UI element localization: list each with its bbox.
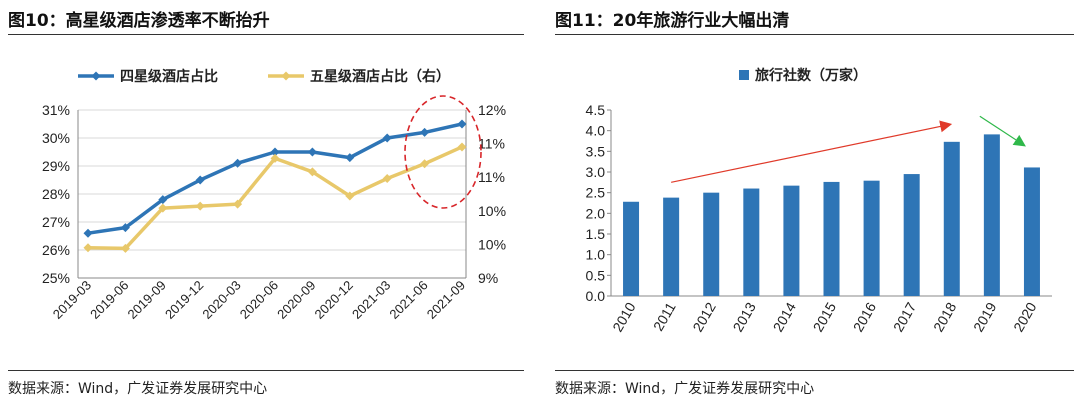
legend-marker-five-star [281, 71, 291, 81]
line-chart: 25% 26% 27% 28% 29% 30% 31% 9% 10% 10% 11% 11% 12% 20… [42, 68, 506, 322]
bar [783, 185, 800, 296]
data-point-five-star [233, 199, 243, 209]
left-axis-tick-label: 26% [42, 242, 70, 258]
x-axis-tick-label: 2011 [650, 299, 679, 333]
data-point-five-star [83, 243, 93, 253]
x-axis-tick-label: 2010 [609, 299, 639, 334]
right-axis-tick-label: 10% [478, 203, 506, 219]
data-point-four-star [195, 175, 205, 185]
y-axis-tick-label: 1.5 [586, 226, 606, 242]
data-point-five-star [420, 159, 430, 169]
data-point-four-star [457, 119, 467, 129]
bar [1023, 167, 1040, 296]
x-axis-tick-label: 2020-09 [274, 278, 318, 322]
y-axis-tick-label: 0.0 [586, 288, 606, 304]
y-axis-tick-label: 0.5 [586, 267, 606, 283]
x-axis-tick-label: 2021-06 [386, 278, 430, 322]
bar [903, 174, 920, 296]
x-axis-tick-label: 2019-09 [125, 278, 169, 322]
y-axis-tick-label: 1.0 [586, 247, 606, 263]
data-point-four-star [120, 223, 130, 233]
x-axis-tick-label: 2017 [890, 299, 920, 334]
right-axis-tick-label: 12% [478, 102, 506, 118]
data-point-five-star [120, 243, 130, 253]
bar [863, 180, 880, 296]
rising-trend-arrow [671, 120, 953, 183]
left-axis-tick-label: 25% [42, 270, 70, 286]
right-axis-tick-label: 11% [478, 169, 505, 185]
right-axis-tick-label: 10% [478, 236, 506, 252]
legend-marker-four-star [91, 71, 101, 81]
y-axis-tick-label: 2.5 [586, 185, 606, 201]
bar [703, 192, 720, 296]
data-point-five-star [270, 153, 280, 163]
y-axis-tick-label: 4.0 [586, 123, 606, 139]
x-axis-tick-label: 2013 [729, 299, 759, 334]
left-title-rule [8, 34, 524, 35]
left-source-note: 数据来源：Wind，广发证券发展研究中心 [8, 381, 268, 397]
data-point-four-star [345, 153, 355, 163]
y-axis-tick-label: 3.5 [586, 143, 606, 159]
x-axis-tick-label: 2020-12 [312, 278, 356, 322]
x-axis-tick-label: 2015 [810, 299, 840, 334]
left-chart-panel: 图10：高星级酒店渗透率不断抬升 25% 26% 27% 28% 29% 30% 31% 9%… [0, 0, 530, 405]
y-axis-tick-label: 3.0 [586, 164, 606, 180]
x-axis-tick-label: 2012 [689, 299, 719, 334]
bar [943, 141, 960, 296]
left-chart-title: 图10：高星级酒店渗透率不断抬升 [8, 11, 270, 31]
x-axis-tick-label: 2020-03 [199, 278, 243, 322]
data-point-five-star [382, 174, 392, 184]
x-axis-tick-label: 2020-06 [237, 278, 281, 322]
bar [623, 201, 640, 296]
x-axis-tick-label: 2020 [1010, 299, 1040, 334]
legend-swatch [739, 70, 749, 80]
data-point-five-star [158, 203, 168, 213]
left-source-rule [8, 370, 524, 371]
right-source-rule [555, 370, 1074, 371]
right-axis-tick-label: 9% [478, 270, 498, 286]
right-source-note: 数据来源：Wind，广发证券发展研究中心 [555, 381, 815, 397]
data-point-five-star [307, 167, 317, 177]
data-point-five-star [195, 201, 205, 211]
left-axis-tick-label: 27% [42, 214, 70, 230]
right-chart-title: 图11：20年旅游行业大幅出清 [555, 11, 790, 31]
x-axis-tick-label: 2021-09 [424, 278, 468, 322]
data-point-four-star [307, 147, 317, 157]
bar [983, 134, 1000, 296]
x-axis-tick-label: 2016 [850, 299, 880, 334]
x-axis-tick-label: 2014 [770, 299, 800, 334]
left-axis-tick-label: 30% [42, 130, 70, 146]
bar-chart: 0.0 0.5 1.0 1.5 2.0 2.5 3.0 3.5 4.0 4.5 2010 2011 20… [586, 67, 1052, 334]
x-axis-tick-label: 2019 [970, 299, 1000, 334]
left-axis-tick-label: 31% [42, 102, 70, 118]
x-axis-tick-label: 2018 [930, 299, 960, 334]
data-point-five-star [457, 142, 467, 152]
right-axis-tick-label: 11% [478, 136, 505, 152]
left-axis-tick-label: 29% [42, 158, 70, 174]
legend-label-four-star: 四星级酒店占比 [120, 68, 218, 84]
data-point-five-star [345, 191, 355, 201]
left-axis-tick-label: 28% [42, 186, 70, 202]
bar [823, 181, 840, 296]
bar [663, 197, 680, 296]
data-point-four-star [420, 127, 430, 137]
right-title-rule [555, 34, 1074, 35]
x-axis-tick-label: 2019-06 [87, 278, 131, 322]
falling-trend-arrow [979, 115, 1026, 147]
data-point-four-star [270, 147, 280, 157]
legend-label-five-star: 五星级酒店占比（右） [310, 68, 450, 84]
legend-label: 旅行社数（万家） [755, 67, 867, 83]
x-axis-tick-label: 2019-12 [162, 278, 206, 322]
data-point-four-star [83, 228, 93, 238]
highlight-ellipse [404, 95, 482, 209]
bar [743, 188, 760, 296]
data-point-four-star [233, 158, 243, 168]
right-chart-panel: 图11：20年旅游行业大幅出清 0.0 0.5 1.0 1.5 2.0 2.5 3.0 3.5… [547, 0, 1080, 405]
data-point-four-star [158, 195, 168, 205]
y-axis-tick-label: 4.5 [586, 102, 606, 118]
y-axis-tick-label: 2.0 [586, 205, 606, 221]
data-point-four-star [382, 133, 392, 143]
x-axis-tick-label: 2021-03 [349, 278, 393, 322]
